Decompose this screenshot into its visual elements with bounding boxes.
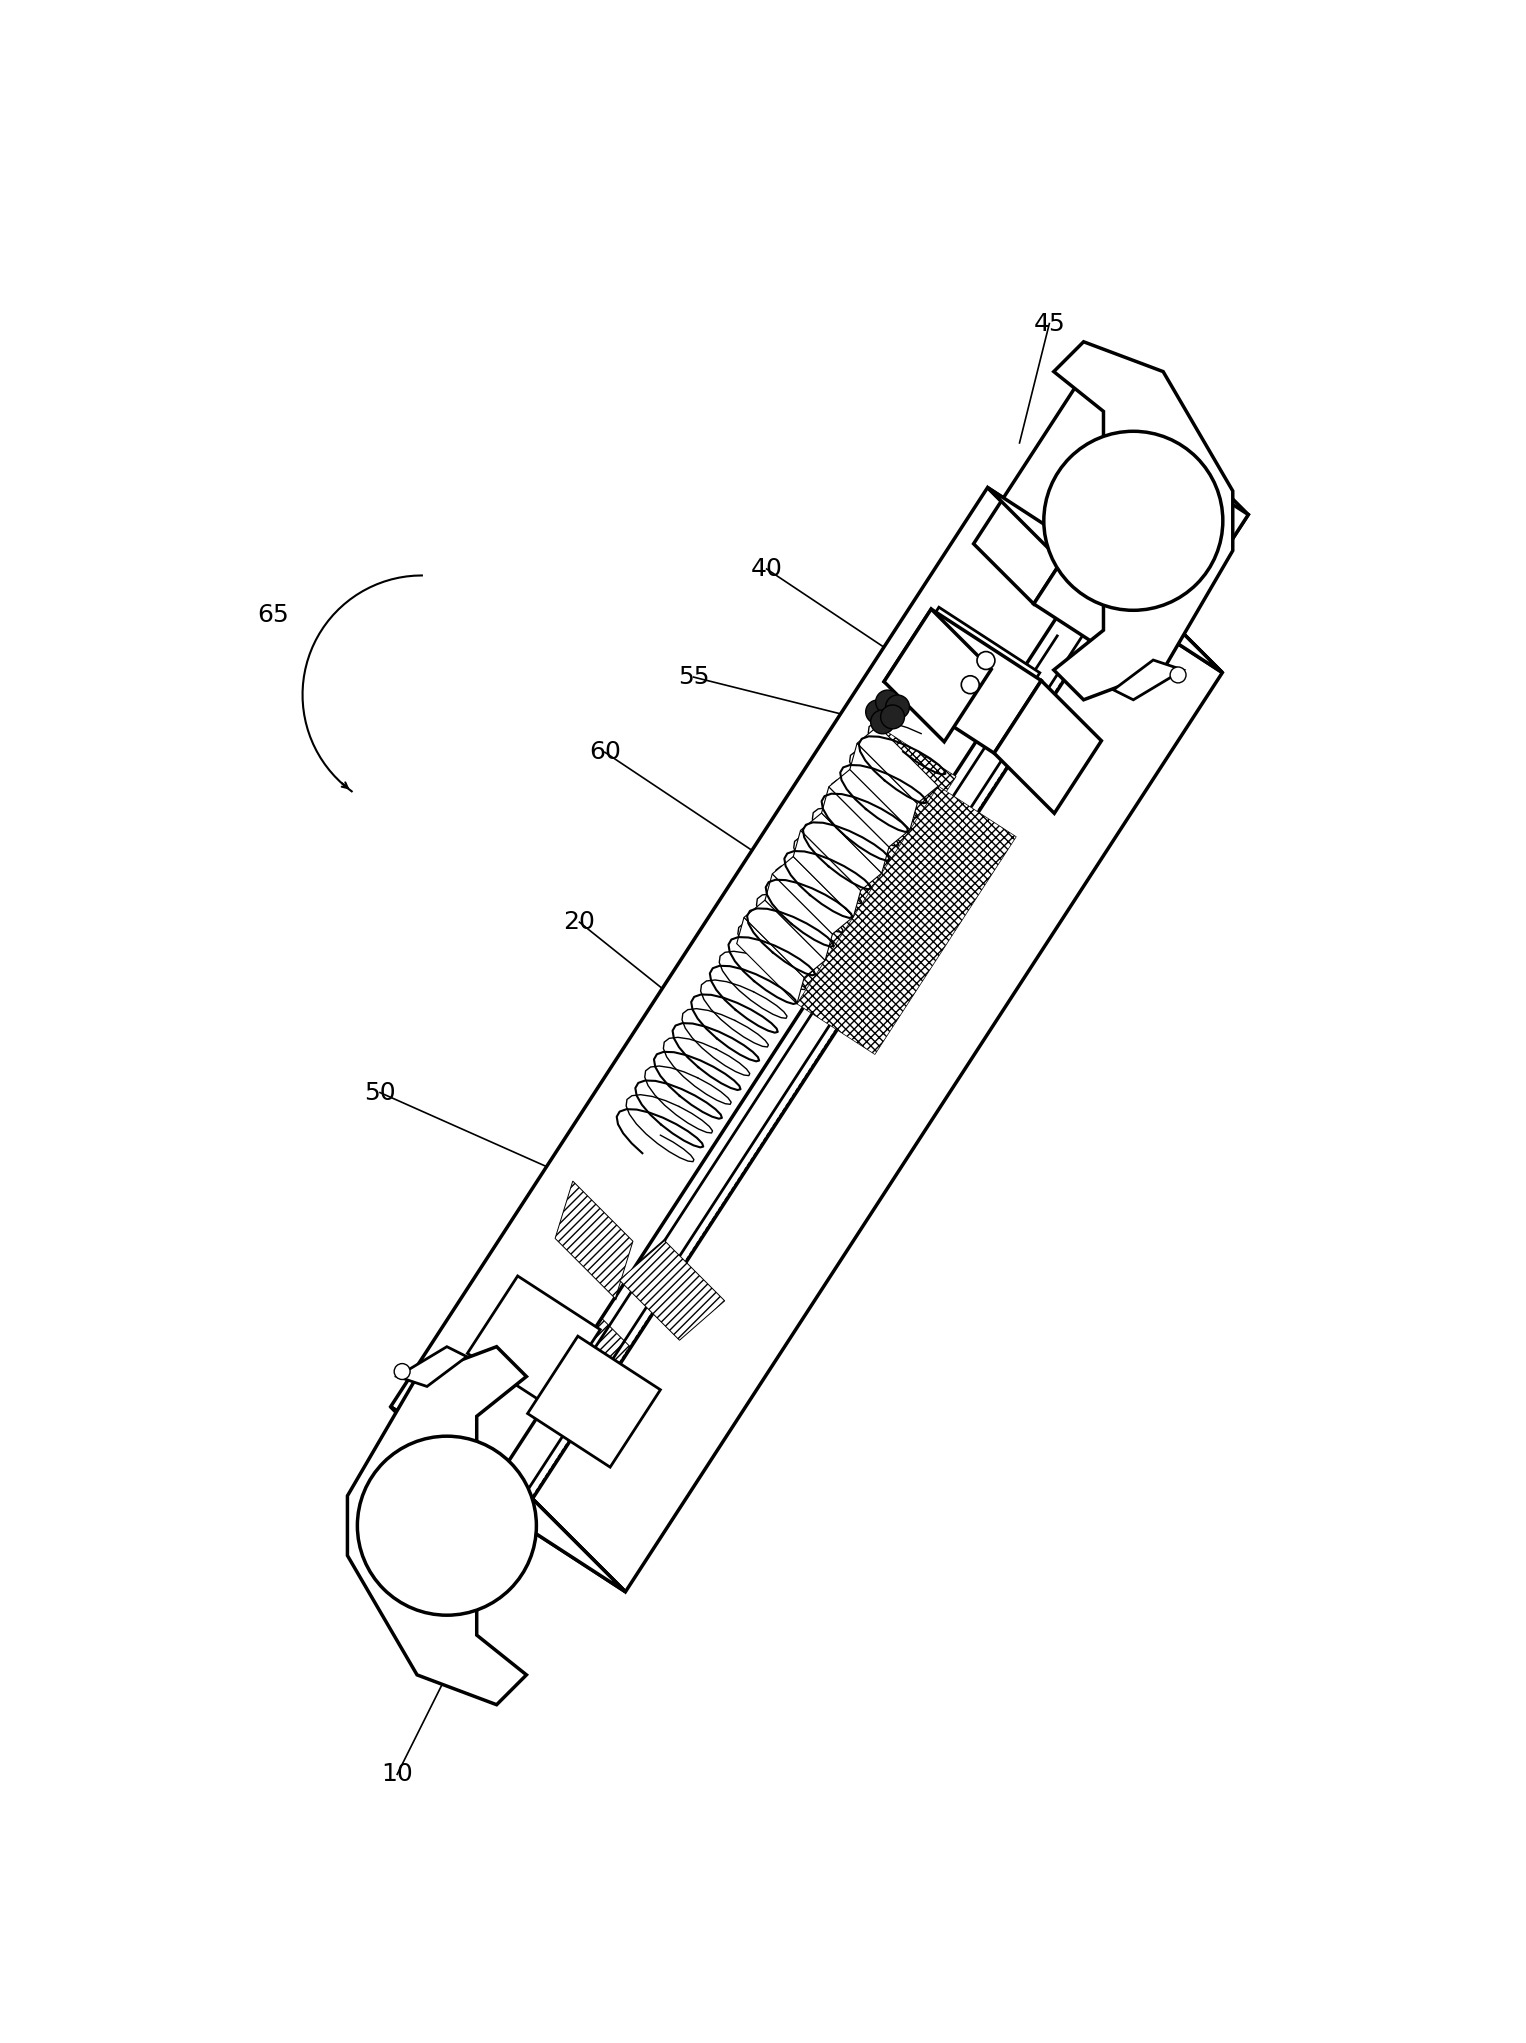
Polygon shape	[974, 382, 1138, 605]
Polygon shape	[829, 770, 909, 848]
Text: 40: 40	[751, 558, 783, 580]
Polygon shape	[510, 1273, 594, 1359]
Polygon shape	[1054, 341, 1233, 701]
Polygon shape	[391, 488, 1080, 1500]
Polygon shape	[765, 874, 832, 960]
Polygon shape	[993, 680, 1102, 813]
Polygon shape	[533, 580, 1222, 1591]
Polygon shape	[348, 1346, 526, 1704]
Polygon shape	[1033, 443, 1248, 676]
Circle shape	[871, 709, 894, 733]
Polygon shape	[772, 856, 853, 934]
Polygon shape	[1114, 660, 1183, 701]
Polygon shape	[391, 1408, 626, 1591]
Polygon shape	[737, 725, 957, 995]
Polygon shape	[1083, 454, 1248, 676]
Polygon shape	[391, 1408, 626, 1591]
Circle shape	[1170, 666, 1186, 682]
Polygon shape	[397, 1346, 467, 1387]
Polygon shape	[528, 1336, 661, 1467]
Circle shape	[885, 695, 909, 719]
Text: 65: 65	[256, 603, 288, 627]
Polygon shape	[555, 1181, 633, 1299]
Text: 45: 45	[1033, 313, 1065, 335]
Circle shape	[977, 652, 995, 670]
Text: 60: 60	[589, 740, 621, 764]
Polygon shape	[1083, 454, 1248, 676]
Polygon shape	[391, 488, 1080, 1500]
Polygon shape	[974, 382, 1138, 605]
Circle shape	[881, 705, 905, 729]
Polygon shape	[794, 829, 861, 917]
Polygon shape	[821, 787, 890, 872]
Circle shape	[865, 701, 890, 723]
Circle shape	[357, 1436, 537, 1616]
Polygon shape	[884, 609, 992, 742]
Polygon shape	[801, 813, 882, 891]
Polygon shape	[620, 1240, 725, 1340]
Polygon shape	[797, 787, 1016, 1054]
Polygon shape	[987, 488, 1222, 672]
Polygon shape	[583, 1314, 658, 1406]
Circle shape	[876, 691, 899, 713]
Polygon shape	[467, 1277, 600, 1408]
Circle shape	[961, 676, 980, 695]
Polygon shape	[348, 1346, 526, 1704]
Polygon shape	[884, 609, 992, 742]
Polygon shape	[737, 917, 804, 1003]
Polygon shape	[745, 901, 826, 977]
Polygon shape	[391, 1408, 626, 1591]
Polygon shape	[987, 488, 1222, 672]
Polygon shape	[467, 1277, 600, 1408]
Circle shape	[1044, 431, 1222, 611]
Text: 55: 55	[678, 666, 710, 688]
Polygon shape	[884, 609, 1041, 754]
Text: 50: 50	[365, 1081, 395, 1105]
Polygon shape	[858, 725, 938, 803]
Polygon shape	[1054, 341, 1233, 701]
Polygon shape	[528, 1336, 661, 1467]
Text: 10: 10	[382, 1763, 414, 1786]
Polygon shape	[902, 607, 1039, 731]
Polygon shape	[987, 488, 1222, 672]
Polygon shape	[850, 744, 917, 829]
Text: 20: 20	[563, 911, 595, 934]
Polygon shape	[993, 680, 1102, 813]
Polygon shape	[902, 607, 1039, 731]
Circle shape	[394, 1363, 410, 1379]
